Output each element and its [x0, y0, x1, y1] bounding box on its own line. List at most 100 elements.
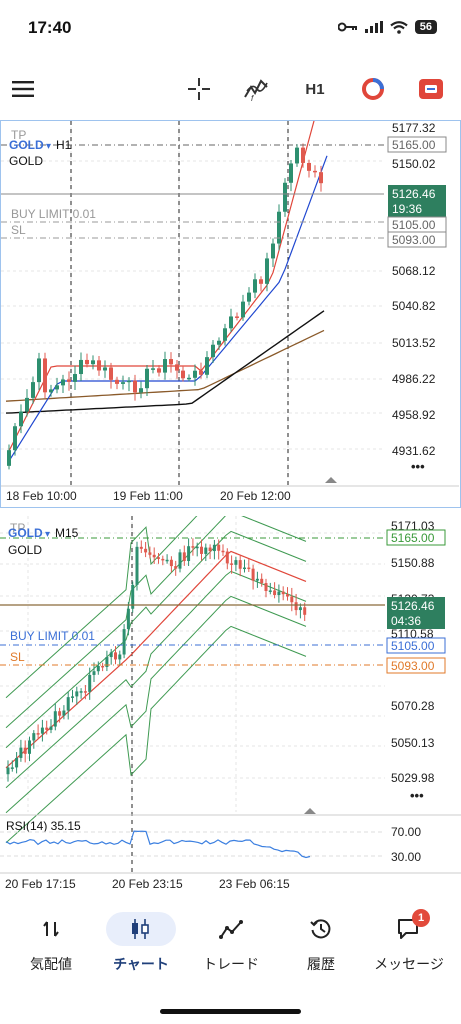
scroll-end-icon[interactable]: [304, 808, 316, 814]
candle: [126, 608, 130, 630]
candle: [211, 344, 215, 358]
buy-limit-price-tag: 5105.00: [386, 637, 446, 654]
candle: [40, 727, 44, 734]
chart-canvas-m15[interactable]: TP GOLD ▾ M15 GOLD BUY LIMIT 0.01 SL 517…: [0, 480, 461, 891]
status-icons: 56: [337, 20, 437, 34]
nav-label: チャート: [113, 956, 169, 972]
sl-price: 5093.00: [392, 233, 436, 247]
timeframe-label: H1: [305, 80, 325, 98]
tp-price: 5165.00: [392, 138, 436, 152]
candle: [178, 552, 182, 569]
rsi-level: 70.00: [391, 825, 421, 839]
price-label: 5070.28: [391, 699, 435, 713]
candle: [193, 370, 197, 378]
home-indicator[interactable]: [160, 1009, 301, 1014]
price-label: 5150.02: [392, 157, 436, 171]
buy-limit-price: 5105.00: [391, 639, 435, 653]
candle: [73, 374, 77, 382]
symbol-tag[interactable]: GOLD: [8, 526, 43, 540]
trade-icon: [219, 920, 243, 939]
candle: [247, 292, 251, 302]
price-label: 5150.88: [391, 556, 435, 570]
candle: [105, 657, 109, 667]
bollinger-band: [5, 530, 307, 749]
symbol-tag[interactable]: GOLD: [9, 138, 44, 152]
status-time: 17:40: [28, 18, 72, 37]
sl-label: SL: [10, 650, 25, 664]
candle: [139, 546, 143, 549]
candle: [208, 547, 212, 552]
symbol-name: GOLD: [8, 543, 42, 557]
candle: [235, 316, 239, 318]
candle: [229, 316, 233, 329]
nav-item-trade[interactable]: トレード: [186, 912, 276, 974]
chart-canvas-h1[interactable]: TP GOLD ▾ H1 GOLD BUY LIMIT 0.01 SL 5177…: [1, 72, 459, 506]
time-label: 20 Feb 12:00: [220, 489, 291, 503]
nav-item-chart[interactable]: チャート: [96, 912, 186, 974]
price-label: 5050.13: [391, 736, 435, 750]
candle: [62, 710, 66, 716]
candle: [92, 671, 96, 675]
countdown: 04:36: [391, 614, 421, 628]
nav-item-history[interactable]: 履歴: [276, 912, 366, 974]
current-price-tag: 5126.46 19:36: [388, 185, 446, 217]
scroll-end-icon[interactable]: [325, 477, 337, 483]
candle: [243, 567, 246, 570]
indicators-button[interactable]: f: [239, 72, 273, 106]
price-label: 5177.32: [392, 121, 436, 135]
timeframe-button[interactable]: H1: [298, 72, 332, 106]
candle: [295, 147, 299, 164]
candle: [165, 559, 169, 562]
ma-fast: [8, 155, 328, 462]
candle: [37, 358, 41, 383]
candle: [28, 740, 31, 754]
candle: [230, 563, 234, 565]
candle: [61, 379, 65, 386]
candle: [205, 357, 209, 375]
rsi-label: RSI(14) 35.15: [6, 819, 81, 833]
candle: [118, 654, 122, 660]
candle: [268, 590, 272, 592]
candle: [175, 364, 179, 371]
trade-button[interactable]: [414, 72, 448, 106]
objects-button[interactable]: [356, 72, 390, 106]
time-label: 19 Feb 11:00: [113, 489, 183, 503]
candle: [49, 389, 53, 393]
candle: [151, 368, 155, 370]
candle: [286, 594, 289, 597]
ma-faster: [8, 72, 328, 452]
ma-long: [5, 329, 325, 402]
symbol-dropdown-icon[interactable]: ▾: [46, 141, 51, 152]
nav-label: トレード: [203, 956, 259, 972]
nav-item-quotes[interactable]: 気配値: [6, 912, 96, 974]
chart-panel-m15[interactable]: TP GOLD ▾ M15 GOLD BUY LIMIT 0.01 SL 517…: [0, 480, 461, 891]
crosshair-button[interactable]: [182, 72, 216, 106]
candle: [307, 162, 311, 171]
chart-panel-h1[interactable]: TP GOLD ▾ H1 GOLD BUY LIMIT 0.01 SL 5177…: [0, 72, 461, 508]
candle: [133, 380, 137, 393]
candle: [121, 382, 125, 384]
candle: [277, 591, 281, 596]
candle: [114, 652, 117, 660]
symbol-dropdown-icon[interactable]: ▾: [45, 529, 50, 540]
candle: [303, 607, 307, 615]
candle: [53, 711, 57, 727]
chart-timeframe-label: H1: [56, 138, 72, 152]
price-axis-h1[interactable]: 5177.32 5150.02 5068.12 5040.82 5013.52 4986.…: [392, 121, 436, 458]
candle: [7, 450, 11, 466]
bollinger-band: [5, 510, 307, 729]
menu-button[interactable]: [6, 72, 40, 106]
candle: [85, 359, 89, 365]
order-icon: [419, 79, 443, 99]
nav-item-messages[interactable]: 1 メッセージ: [364, 909, 454, 974]
nav-label: 気配値: [30, 956, 72, 972]
candle: [6, 767, 10, 775]
chart-toolbar: f H1: [0, 64, 461, 114]
candle: [15, 757, 19, 768]
candle: [241, 301, 245, 318]
rsi-level: 30.00: [391, 850, 421, 864]
more-options-icon[interactable]: •••: [410, 788, 424, 803]
more-options-icon[interactable]: •••: [411, 459, 425, 474]
candle: [298, 607, 302, 611]
candle: [19, 747, 23, 758]
